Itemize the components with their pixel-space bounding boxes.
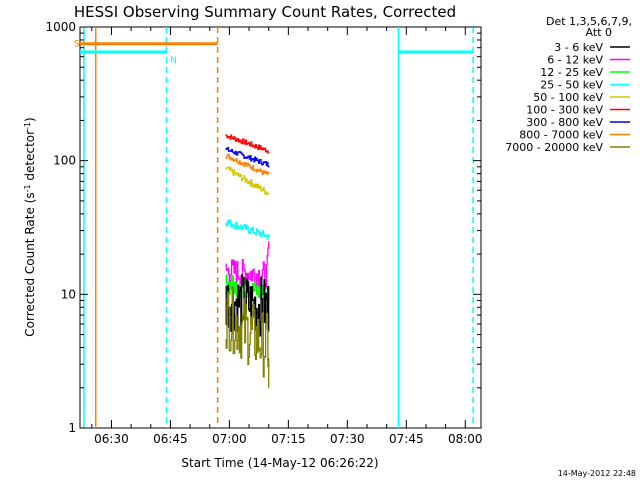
series-lines (225, 134, 270, 388)
x-tick-label: 07:45 (389, 432, 424, 446)
legend-header-attenuator: Att 0 (586, 26, 612, 39)
boundary-lines (83, 27, 474, 428)
legend-entry-label: 100 - 300 keV (526, 104, 603, 117)
y-axis-label-main: Corrected Count Rate (s (23, 192, 37, 336)
legend-entry-label: 800 - 7000 keV (519, 129, 603, 142)
x-tick-label: 07:15 (271, 432, 306, 446)
plot-frame (79, 26, 482, 429)
series-line (225, 286, 270, 388)
y-tick-label: 1 (68, 421, 76, 435)
legend-entry-label: 50 - 100 keV (533, 91, 603, 104)
series-line (225, 219, 270, 240)
series-line (225, 166, 270, 195)
x-tick-label: 06:30 (94, 432, 129, 446)
y-axis-label-end: ) (23, 117, 37, 122)
legend-entry-label: 7000 - 20000 keV (505, 141, 603, 154)
series-line (225, 153, 270, 176)
chart-title: HESSI Observing Summary Count Rates, Cor… (74, 3, 456, 21)
legend-entry-label: 12 - 25 keV (540, 66, 603, 79)
y-tick-label: 1000 (45, 20, 76, 34)
y-axis-label-mid: detector (23, 130, 37, 185)
series-line (225, 134, 270, 154)
x-axis-label: Start Time (14-May-12 06:26:22) (181, 456, 378, 470)
y-axis-label: Corrected Count Rate (s-1 detector-1) (23, 117, 38, 336)
observing-flags: SN (74, 40, 474, 66)
timestamp: 14-May-2012 22:48 (558, 469, 636, 478)
y-tick-label: 100 (53, 154, 76, 168)
y-axis-ticks: 1 10 100 1000 (45, 20, 481, 435)
x-tick-label: 07:00 (212, 432, 247, 446)
night-flag-label: N (170, 56, 177, 66)
legend-entry-label: 6 - 12 keV (547, 54, 603, 67)
x-tick-label: 06:45 (153, 432, 188, 446)
legend-entry-label: 25 - 50 keV (540, 79, 603, 92)
x-tick-label: 08:00 (448, 432, 483, 446)
legend-entry-label: 300 - 800 keV (526, 116, 603, 129)
y-axis-label-sup1: -1 (23, 184, 32, 192)
legend-entry-label: 3 - 6 keV (554, 41, 603, 54)
y-axis-label-sup2: -1 (23, 122, 32, 130)
series-line (225, 146, 270, 168)
x-tick-label: 07:30 (330, 432, 365, 446)
legend-header-detectors: Det 1,3,5,6,7,9, (546, 15, 632, 28)
saa-flag-label: S (74, 40, 80, 50)
x-axis-ticks: 06:30 06:45 07:00 07:15 07:30 07:45 08:00 (91, 27, 483, 446)
y-tick-label: 10 (61, 287, 76, 301)
